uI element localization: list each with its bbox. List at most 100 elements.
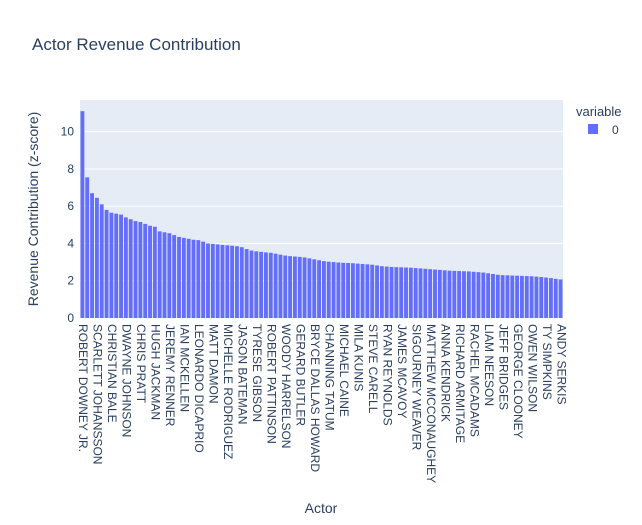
bar[interactable] <box>186 238 191 318</box>
bar[interactable] <box>152 226 157 318</box>
bar[interactable] <box>394 267 399 318</box>
bar[interactable] <box>80 111 85 319</box>
bar[interactable] <box>119 214 123 318</box>
bar[interactable] <box>365 264 370 318</box>
bar[interactable] <box>548 278 553 318</box>
bar[interactable] <box>201 241 206 318</box>
bar[interactable] <box>413 268 418 318</box>
bar[interactable] <box>558 279 563 318</box>
bar[interactable] <box>341 262 346 318</box>
bar[interactable] <box>471 271 476 318</box>
bar[interactable] <box>288 256 293 318</box>
bar[interactable] <box>515 275 520 318</box>
bar[interactable] <box>293 256 297 318</box>
bar[interactable] <box>128 219 133 318</box>
bar[interactable] <box>196 240 201 318</box>
bar[interactable] <box>336 262 341 318</box>
bar[interactable] <box>99 204 104 318</box>
bar[interactable] <box>244 249 249 318</box>
bar[interactable] <box>375 265 379 318</box>
bar[interactable] <box>167 233 172 318</box>
bar[interactable] <box>360 263 365 318</box>
bar[interactable] <box>317 260 322 318</box>
bar[interactable] <box>109 212 114 318</box>
bar[interactable] <box>225 245 230 318</box>
bar[interactable] <box>157 231 162 318</box>
bar[interactable] <box>254 251 259 318</box>
bar[interactable] <box>408 267 413 318</box>
bar[interactable] <box>437 269 442 318</box>
bar[interactable] <box>312 259 317 318</box>
bar[interactable] <box>326 261 331 318</box>
bar[interactable] <box>457 271 462 318</box>
bar[interactable] <box>486 273 491 318</box>
bar[interactable] <box>384 266 389 318</box>
bar[interactable] <box>268 252 273 318</box>
bar[interactable] <box>544 277 549 318</box>
bar[interactable] <box>278 254 283 318</box>
bar[interactable] <box>123 217 128 318</box>
bar[interactable] <box>500 275 505 318</box>
bar[interactable] <box>302 257 307 318</box>
bar[interactable] <box>206 243 210 318</box>
bar[interactable] <box>177 236 181 318</box>
bar[interactable] <box>215 244 220 318</box>
bar[interactable] <box>418 268 423 318</box>
bar[interactable] <box>491 274 495 318</box>
bar[interactable] <box>370 264 375 318</box>
bar[interactable] <box>510 275 515 318</box>
bar[interactable] <box>495 274 500 318</box>
bar[interactable] <box>433 269 437 318</box>
bar[interactable] <box>404 267 408 318</box>
bar[interactable] <box>520 275 524 318</box>
bar[interactable] <box>162 232 167 318</box>
bar[interactable] <box>379 266 384 318</box>
bar[interactable] <box>191 239 196 318</box>
bar[interactable] <box>350 263 355 318</box>
bar[interactable] <box>264 252 268 318</box>
bar[interactable] <box>133 221 138 318</box>
bar[interactable] <box>442 270 447 318</box>
bar[interactable] <box>534 276 539 318</box>
bar[interactable] <box>476 272 481 318</box>
bar[interactable] <box>172 235 177 318</box>
bar[interactable] <box>524 276 529 318</box>
bar[interactable] <box>138 222 143 318</box>
bar[interactable] <box>85 177 90 318</box>
bar[interactable] <box>273 253 278 318</box>
bar[interactable] <box>220 244 225 318</box>
bar[interactable] <box>307 258 312 318</box>
bar[interactable] <box>249 250 254 318</box>
bar[interactable] <box>505 275 510 318</box>
bar[interactable] <box>481 272 486 318</box>
bar[interactable] <box>235 246 239 318</box>
bar[interactable] <box>462 271 466 318</box>
legend-swatch[interactable] <box>588 124 598 134</box>
bar[interactable] <box>529 276 534 318</box>
bar[interactable] <box>553 278 558 318</box>
bar[interactable] <box>143 223 148 318</box>
bar[interactable] <box>297 256 302 318</box>
bar[interactable] <box>447 270 452 318</box>
bar[interactable] <box>321 261 326 318</box>
bar[interactable] <box>428 269 433 318</box>
bar[interactable] <box>94 197 99 318</box>
bar[interactable] <box>423 268 428 318</box>
bar[interactable] <box>148 225 152 318</box>
bar[interactable] <box>466 271 471 318</box>
bar[interactable] <box>346 263 350 318</box>
bar[interactable] <box>114 213 119 318</box>
bar[interactable] <box>452 270 457 318</box>
bar[interactable] <box>210 243 215 318</box>
bar[interactable] <box>104 209 109 318</box>
bar[interactable] <box>283 255 288 318</box>
bar[interactable] <box>239 247 244 318</box>
bar[interactable] <box>90 193 94 318</box>
bar[interactable] <box>399 267 404 318</box>
bar[interactable] <box>389 266 394 318</box>
bar[interactable] <box>331 262 336 318</box>
bar[interactable] <box>355 263 360 318</box>
bar[interactable] <box>539 277 544 318</box>
bar[interactable] <box>259 251 264 318</box>
legend[interactable]: variable 0 <box>576 104 622 137</box>
